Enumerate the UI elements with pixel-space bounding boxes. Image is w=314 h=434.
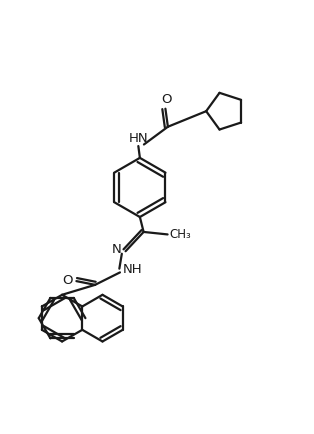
- Text: O: O: [161, 92, 172, 105]
- Text: HN: HN: [128, 132, 148, 145]
- Text: NH: NH: [122, 263, 142, 276]
- Text: O: O: [62, 274, 73, 287]
- Text: CH₃: CH₃: [169, 228, 191, 241]
- Text: N: N: [112, 243, 122, 256]
